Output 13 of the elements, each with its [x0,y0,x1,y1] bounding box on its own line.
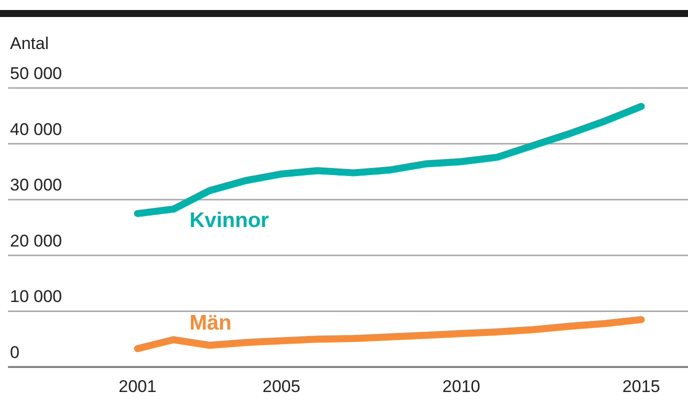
y-tick-label: 50 000 [10,64,62,83]
x-tick-label: 2005 [262,377,300,396]
x-tick-label: 2010 [442,377,480,396]
series-label: Kvinnor [190,209,269,232]
y-tick-label: 40 000 [10,120,62,139]
y-tick-label: 0 [10,343,20,362]
y-tick-label: 10 000 [10,287,62,306]
x-tick-label: 2015 [622,377,660,396]
y-axis-title: Antal [10,34,49,53]
series-label: Män [190,312,232,335]
y-tick-label: 30 000 [10,176,62,195]
y-tick-label: 20 000 [10,231,62,250]
x-tick-label: 2001 [118,377,156,396]
